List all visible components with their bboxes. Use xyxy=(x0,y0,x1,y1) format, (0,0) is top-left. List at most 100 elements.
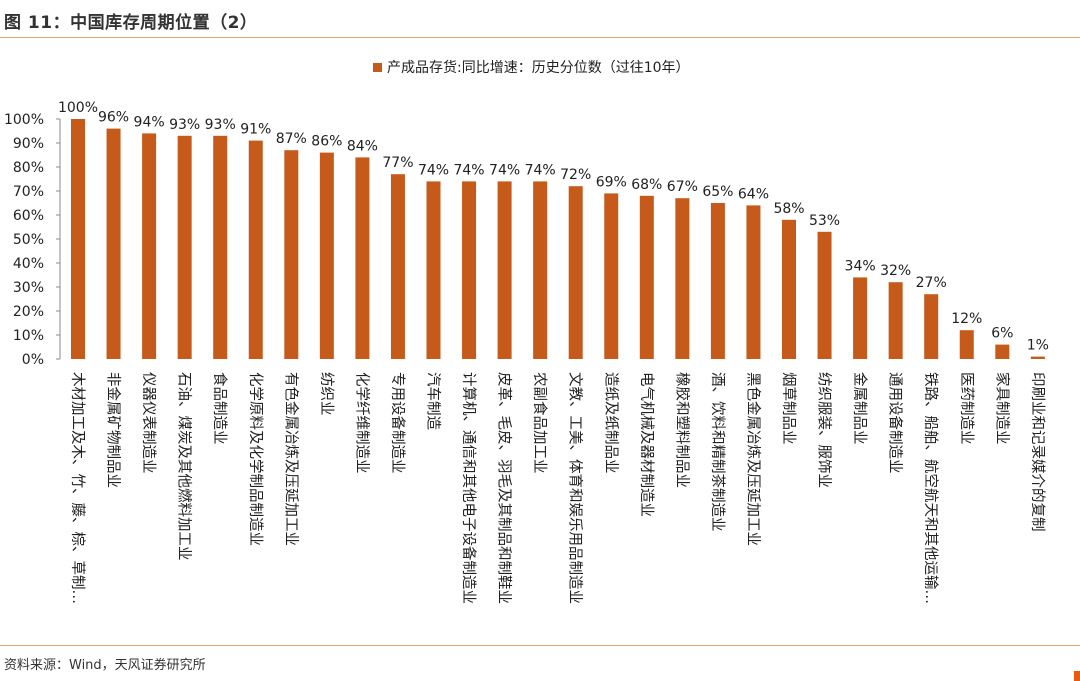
y-tick-label: 10% xyxy=(13,328,44,344)
bar-value-label: 100% xyxy=(58,100,98,116)
category-label: 医药制造业 xyxy=(958,372,975,445)
category-label: 非金属矿物制品业 xyxy=(105,372,122,488)
bar-value-label: 53% xyxy=(809,213,840,229)
category-label: 化学纤维制造业 xyxy=(353,372,370,474)
bar xyxy=(142,133,157,359)
category-labels: 木材加工及木、竹、藤、棕、草制… 非金属矿物制品业 仪器仪表制造业 石油、煤炭及其他燃… xyxy=(69,372,1047,604)
bar-value-label: 74% xyxy=(453,162,484,178)
chart-legend: 产成品存货:同比增速：历史分位数（过往10年） xyxy=(373,59,690,76)
bar-value-label: 67% xyxy=(667,179,698,195)
bar-value-label: 96% xyxy=(98,110,129,126)
category-label: 造纸及纸制品业 xyxy=(602,372,619,474)
category-label: 纺织服装、服饰业 xyxy=(816,372,833,488)
bar-value-label: 64% xyxy=(738,186,769,202)
bar xyxy=(782,219,796,359)
category-label: 仪器仪表制造业 xyxy=(140,372,157,474)
figure-title: 图 11：中国库存周期位置（2） xyxy=(4,13,258,33)
bars xyxy=(71,119,1045,359)
category-label: 烟草制品业 xyxy=(780,372,797,445)
bar xyxy=(390,174,405,359)
category-label: 纺织业 xyxy=(318,372,335,416)
bar-value-label: 91% xyxy=(240,122,271,138)
bar-value-label: 74% xyxy=(418,162,449,178)
bottom-divider xyxy=(0,645,1080,646)
bar-value-label: 32% xyxy=(880,263,911,279)
category-label: 皮革、毛皮、羽毛及其制品和制鞋业 xyxy=(496,372,513,604)
bar xyxy=(355,157,370,359)
bar xyxy=(106,128,121,359)
bar xyxy=(995,344,1010,359)
bar xyxy=(568,186,583,359)
bar-value-label: 69% xyxy=(596,174,627,190)
bar xyxy=(533,181,548,359)
category-label: 家具制造业 xyxy=(993,372,1010,445)
data-labels: 100%96% 94% 93% 93% 91%87% 86% 84%77% 74% 74% 74%… xyxy=(58,100,1049,354)
bar-chart: 产成品存货:同比增速：历史分位数（过往10年） 0% 10% 20% 30% 40% 50… xyxy=(4,59,1049,604)
y-axis: 0% 10% 20% 30% 40% 50% 60% 70% 80% 90% 100% xyxy=(4,112,61,368)
legend-label: 产成品存货:同比增速：历史分位数（过往10年） xyxy=(387,59,690,76)
y-tick-label: 30% xyxy=(13,280,44,296)
y-tick-label: 90% xyxy=(13,136,44,152)
bar xyxy=(604,193,619,359)
bar xyxy=(675,198,690,359)
bar-value-label: 93% xyxy=(205,117,236,133)
y-tick-label: 100% xyxy=(4,112,44,128)
bar-value-label: 68% xyxy=(631,177,662,193)
y-tick-label: 60% xyxy=(13,208,44,224)
bar-value-label: 74% xyxy=(525,162,556,178)
category-label: 印刷业和记录媒介的复制 xyxy=(1029,372,1047,532)
category-label: 化学原料及化学制品制造业 xyxy=(247,372,264,546)
bar-value-label: 65% xyxy=(702,184,733,200)
bar-value-label: 84% xyxy=(347,138,378,154)
category-label: 酒、饮料和精制茶制造业 xyxy=(709,372,726,532)
category-label: 石油、煤炭及其他燃料加工业 xyxy=(176,372,194,561)
category-label: 黑色金属冶炼及压延加工业 xyxy=(744,372,761,546)
category-label: 木材加工及木、竹、藤、棕、草制… xyxy=(69,372,86,604)
bar xyxy=(497,181,512,359)
category-label: 文教、工美、体育和娱乐用品制造业 xyxy=(567,372,584,604)
bar-value-label: 77% xyxy=(382,155,413,171)
category-label: 汽车制造 xyxy=(425,372,442,430)
bar-value-label: 87% xyxy=(276,131,307,147)
bar xyxy=(853,277,868,359)
bar xyxy=(319,152,334,359)
bar xyxy=(177,135,192,359)
bar-value-label: 34% xyxy=(845,258,876,274)
y-tick-label: 0% xyxy=(22,352,44,368)
y-tick-label: 80% xyxy=(13,160,44,176)
bar xyxy=(639,195,654,359)
bar xyxy=(924,294,939,359)
bar xyxy=(888,282,903,359)
category-label: 橡胶和塑料制品业 xyxy=(673,372,690,488)
bar-value-label: 94% xyxy=(134,114,165,130)
bar-value-label: 12% xyxy=(951,311,982,327)
y-tick-label: 50% xyxy=(13,232,44,248)
y-tick-label: 40% xyxy=(13,256,44,272)
bar-value-label: 27% xyxy=(916,275,947,291)
bar xyxy=(1030,356,1045,359)
bar xyxy=(710,203,725,359)
category-label: 金属制品业 xyxy=(851,372,868,445)
category-label: 铁路、船舶、航空航天和其他运输… xyxy=(922,372,939,604)
bar-value-label: 93% xyxy=(169,117,200,133)
category-label: 农副食品加工业 xyxy=(531,372,548,474)
category-label: 有色金属冶炼及压延加工业 xyxy=(282,372,299,546)
bar xyxy=(284,150,299,359)
bar-value-label: 74% xyxy=(489,162,520,178)
category-label: 专用设备制造业 xyxy=(389,372,406,474)
category-label: 计算机、通信和其他电子设备制造业 xyxy=(460,372,477,604)
corner-accent xyxy=(1074,671,1080,681)
category-label: 食品制造业 xyxy=(211,372,228,445)
y-tick-label: 70% xyxy=(13,184,44,200)
legend-swatch xyxy=(373,63,382,72)
bar xyxy=(71,119,85,359)
bar xyxy=(959,330,974,359)
bar-value-label: 1% xyxy=(1027,338,1049,354)
bar xyxy=(213,135,228,359)
bar-value-label: 58% xyxy=(773,201,804,217)
bar-value-label: 72% xyxy=(560,167,591,183)
y-tick-label: 20% xyxy=(13,304,44,320)
bar-value-label: 6% xyxy=(991,326,1013,342)
bar xyxy=(817,231,832,359)
bar xyxy=(746,205,761,359)
